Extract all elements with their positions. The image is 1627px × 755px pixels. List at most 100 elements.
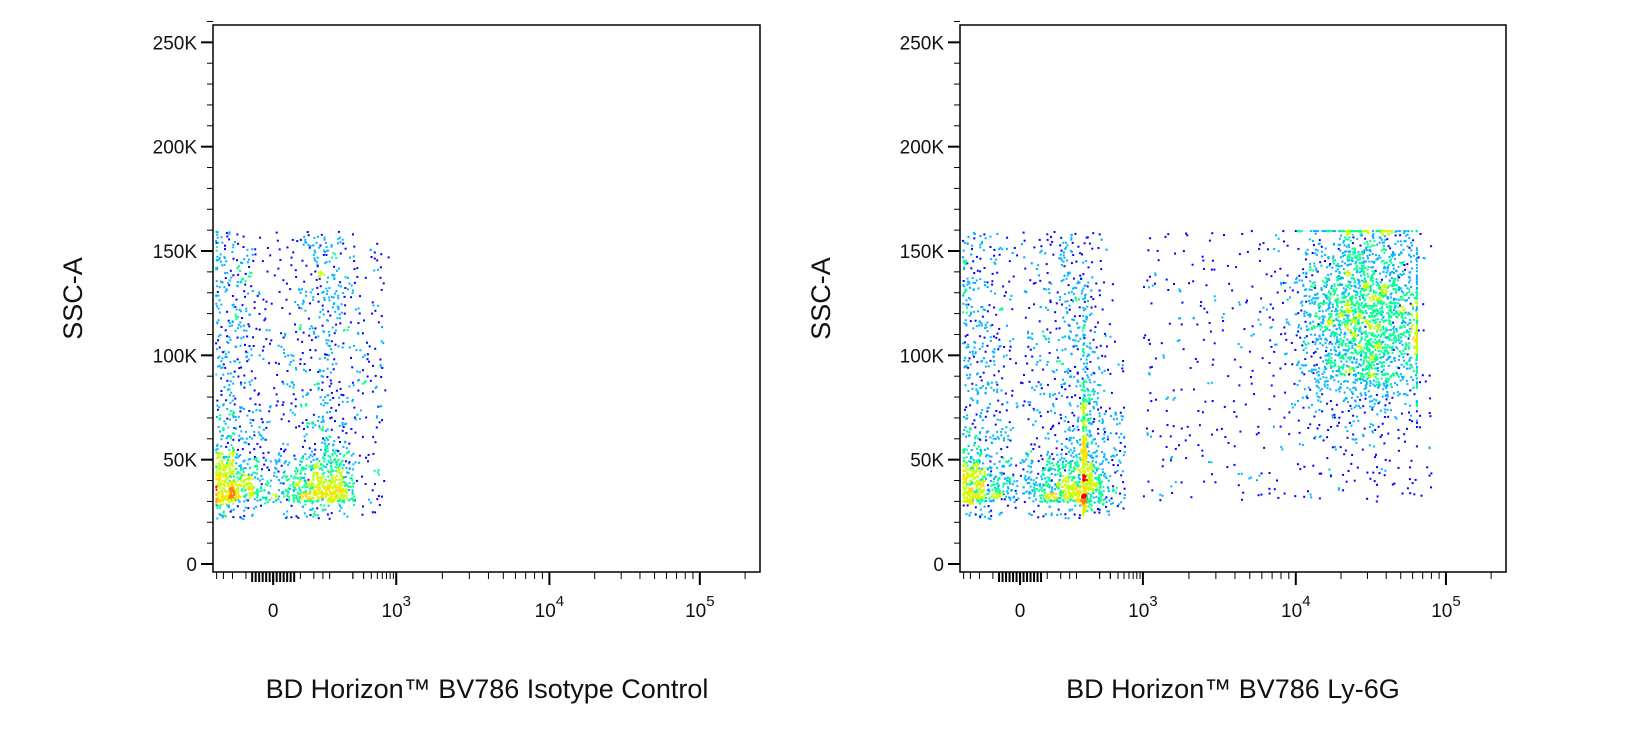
event-dot — [1006, 486, 1009, 489]
event-dot — [318, 277, 321, 280]
event-dot — [304, 238, 307, 241]
event-dot — [1408, 334, 1411, 337]
event-dot — [217, 319, 220, 322]
event-dot — [1009, 439, 1012, 442]
event-dot — [1370, 358, 1373, 360]
event-dot — [322, 404, 325, 407]
event-dot — [1122, 370, 1125, 373]
event-dot — [322, 375, 325, 378]
event-dot — [1039, 500, 1042, 503]
event-dot — [1085, 400, 1088, 403]
event-dot — [319, 310, 322, 313]
event-dot — [248, 435, 251, 438]
event-dot — [304, 309, 307, 312]
event-dot — [338, 503, 341, 506]
event-dot — [976, 485, 979, 487]
event-dot — [304, 240, 307, 243]
event-dot — [215, 493, 218, 496]
event-dot — [1051, 453, 1054, 456]
event-dot — [966, 504, 969, 507]
event-dot — [329, 399, 332, 401]
event-dot — [1048, 467, 1050, 470]
event-dot — [1086, 487, 1089, 490]
event-dot — [989, 336, 992, 339]
event-dot — [969, 427, 972, 430]
event-dot — [1385, 386, 1388, 389]
event-dot — [1023, 374, 1025, 376]
event-dot — [232, 246, 235, 249]
event-dot — [346, 397, 349, 399]
event-dot — [1057, 508, 1060, 511]
event-dot — [249, 275, 252, 278]
event-dot — [319, 244, 322, 247]
event-dot — [256, 496, 259, 499]
event-dot — [1007, 438, 1010, 441]
event-dot — [221, 351, 224, 354]
event-dot — [317, 382, 320, 385]
event-dot — [1076, 348, 1079, 351]
event-dot — [1027, 345, 1030, 348]
event-dot — [1088, 468, 1091, 471]
event-dot — [233, 490, 236, 493]
event-dot — [231, 412, 234, 415]
event-dot — [962, 473, 965, 476]
event-dot — [1085, 260, 1088, 262]
event-dot — [241, 468, 244, 471]
event-dot — [231, 399, 234, 402]
event-dot — [1071, 479, 1073, 482]
event-dot — [1105, 505, 1107, 508]
event-dot — [305, 404, 308, 407]
event-dot — [1093, 407, 1095, 410]
event-dot — [363, 381, 366, 384]
event-dot — [1108, 513, 1111, 516]
event-dot — [327, 475, 330, 478]
event-dot — [1060, 280, 1063, 283]
event-dot — [1073, 449, 1076, 452]
event-dot — [229, 466, 232, 469]
event-dot — [1082, 348, 1085, 351]
event-dot — [230, 472, 232, 475]
event-dot — [290, 516, 293, 519]
event-dot — [1063, 488, 1066, 491]
event-dot — [228, 488, 231, 491]
event-dot — [1103, 440, 1106, 443]
event-dot — [307, 392, 310, 395]
event-dot — [1084, 308, 1087, 311]
event-dot — [1031, 489, 1034, 492]
event-dot — [1389, 376, 1392, 379]
event-dot — [985, 361, 988, 364]
event-dot — [1007, 492, 1009, 495]
event-dot — [1051, 240, 1054, 243]
event-dot — [321, 324, 324, 327]
event-dot — [1060, 383, 1063, 386]
event-dot — [998, 491, 1001, 494]
event-dot — [335, 490, 337, 493]
event-dot — [378, 421, 381, 424]
event-dot — [236, 259, 238, 262]
event-dot — [259, 479, 261, 482]
event-dot — [1359, 258, 1362, 261]
event-dot — [237, 415, 240, 418]
event-dot — [966, 498, 969, 501]
event-dot — [1046, 363, 1048, 366]
event-dot — [1039, 415, 1042, 418]
event-dot — [1016, 480, 1019, 483]
event-dot — [1057, 466, 1060, 468]
event-dot — [1077, 468, 1080, 471]
event-dot — [1082, 495, 1085, 498]
event-dot — [247, 292, 250, 295]
event-dot — [268, 420, 271, 423]
event-dot — [302, 467, 305, 469]
event-dot — [1086, 316, 1089, 319]
event-dot — [343, 495, 346, 498]
event-dot — [218, 346, 221, 349]
event-dot — [336, 460, 339, 463]
event-dot — [1025, 479, 1028, 482]
event-dot — [296, 499, 299, 502]
event-dot — [1323, 368, 1326, 371]
event-dot — [345, 451, 348, 454]
event-dot — [1098, 294, 1101, 297]
event-dot — [240, 466, 243, 469]
event-dot — [962, 283, 965, 286]
event-dot — [1084, 407, 1087, 410]
